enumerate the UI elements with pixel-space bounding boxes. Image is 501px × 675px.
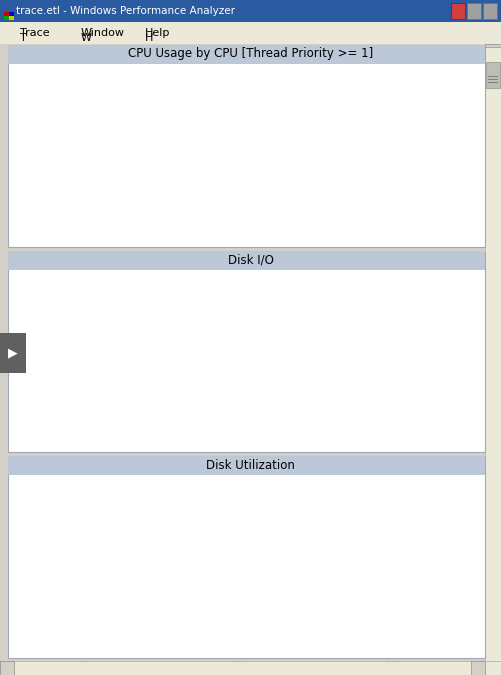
Bar [293, 423, 306, 437]
Text: Disk #    ▼: Disk # ▼ [284, 485, 343, 495]
Bar [447, 423, 460, 437]
Bar [309, 385, 321, 419]
Bar [339, 419, 352, 423]
Bar [293, 394, 306, 419]
Bar [355, 419, 367, 437]
Y-axis label: % Usage: % Usage [28, 126, 38, 175]
Text: Window: Window [80, 28, 124, 38]
Bar [386, 394, 398, 419]
Bar [370, 423, 383, 427]
Bar [246, 314, 259, 416]
Bar [278, 423, 290, 437]
Bar [169, 405, 182, 437]
Y-axis label: % Usage: % Usage [28, 537, 38, 586]
Text: H: H [145, 33, 154, 43]
Bar [169, 343, 182, 402]
Bar [278, 361, 290, 419]
Bar [355, 278, 367, 416]
Bar [401, 412, 414, 427]
Text: CPU #    ▼: CPU # ▼ [304, 74, 362, 84]
Bar [447, 419, 460, 423]
Bar [246, 416, 259, 419]
Text: Disk I/O: Disk I/O [227, 253, 274, 266]
Text: trace.etl - Windows Performance Analyzer: trace.etl - Windows Performance Analyzer [16, 6, 235, 16]
Text: ▶: ▶ [8, 346, 18, 359]
Bar [231, 419, 243, 437]
Text: Trace: Trace [20, 28, 50, 38]
Bar [123, 411, 135, 414]
Bar [231, 314, 243, 416]
X-axis label: Time: Time [261, 670, 291, 675]
Bar [154, 423, 166, 437]
Bar [216, 317, 228, 419]
Bar [339, 423, 352, 437]
Bar [432, 423, 444, 427]
Bar [123, 414, 135, 437]
Text: W: W [80, 33, 91, 43]
Bar [138, 416, 151, 419]
Text: CPU Usage by CPU [Thread Priority >= 1]: CPU Usage by CPU [Thread Priority >= 1] [128, 47, 373, 61]
Bar [108, 416, 120, 419]
Bar [246, 419, 259, 437]
Bar [200, 419, 212, 423]
Bar [355, 416, 367, 419]
Bar [370, 427, 383, 437]
Text: I/O Counts    ▼: I/O Counts ▼ [276, 279, 357, 290]
Bar [293, 419, 306, 423]
Bar [200, 281, 212, 419]
Bar [417, 393, 429, 427]
Bar [386, 423, 398, 437]
Bar [77, 335, 89, 381]
Bar [216, 423, 228, 437]
Bar [447, 398, 460, 419]
Bar [432, 413, 444, 423]
Bar [386, 419, 398, 423]
X-axis label: Time: Time [261, 259, 291, 269]
Bar [309, 419, 321, 423]
Text: Disk Utilization: Disk Utilization [206, 459, 295, 472]
Bar [401, 427, 414, 437]
Bar [278, 419, 290, 423]
Bar [77, 381, 89, 405]
Bar [417, 427, 429, 430]
Bar [309, 423, 321, 437]
Bar [138, 342, 151, 416]
Bar [324, 377, 336, 419]
Bar [231, 416, 243, 419]
Bar [92, 352, 104, 402]
Bar [185, 377, 197, 416]
Bar [262, 353, 275, 411]
Bar [108, 419, 120, 437]
Bar [339, 385, 352, 419]
Bar [324, 419, 336, 423]
Bar [154, 419, 166, 423]
Bar [92, 409, 104, 437]
Bar [401, 406, 414, 412]
Text: Help: Help [145, 28, 171, 38]
Bar [417, 430, 429, 437]
Y-axis label: Counts: Counts [28, 337, 38, 375]
Bar [154, 373, 166, 419]
Bar [370, 389, 383, 423]
Bar [92, 402, 104, 409]
Bar [108, 357, 120, 416]
Bar [185, 416, 197, 419]
Bar [432, 427, 444, 437]
Bar [77, 405, 89, 437]
Bar [324, 423, 336, 437]
Bar [138, 419, 151, 437]
Bar [123, 340, 135, 411]
Bar [169, 402, 182, 405]
Bar [185, 419, 197, 437]
X-axis label: Time: Time [261, 464, 291, 475]
Bar [200, 423, 212, 437]
Bar [262, 414, 275, 437]
Bar [262, 411, 275, 414]
Text: T: T [20, 33, 27, 43]
Bar [216, 419, 228, 423]
